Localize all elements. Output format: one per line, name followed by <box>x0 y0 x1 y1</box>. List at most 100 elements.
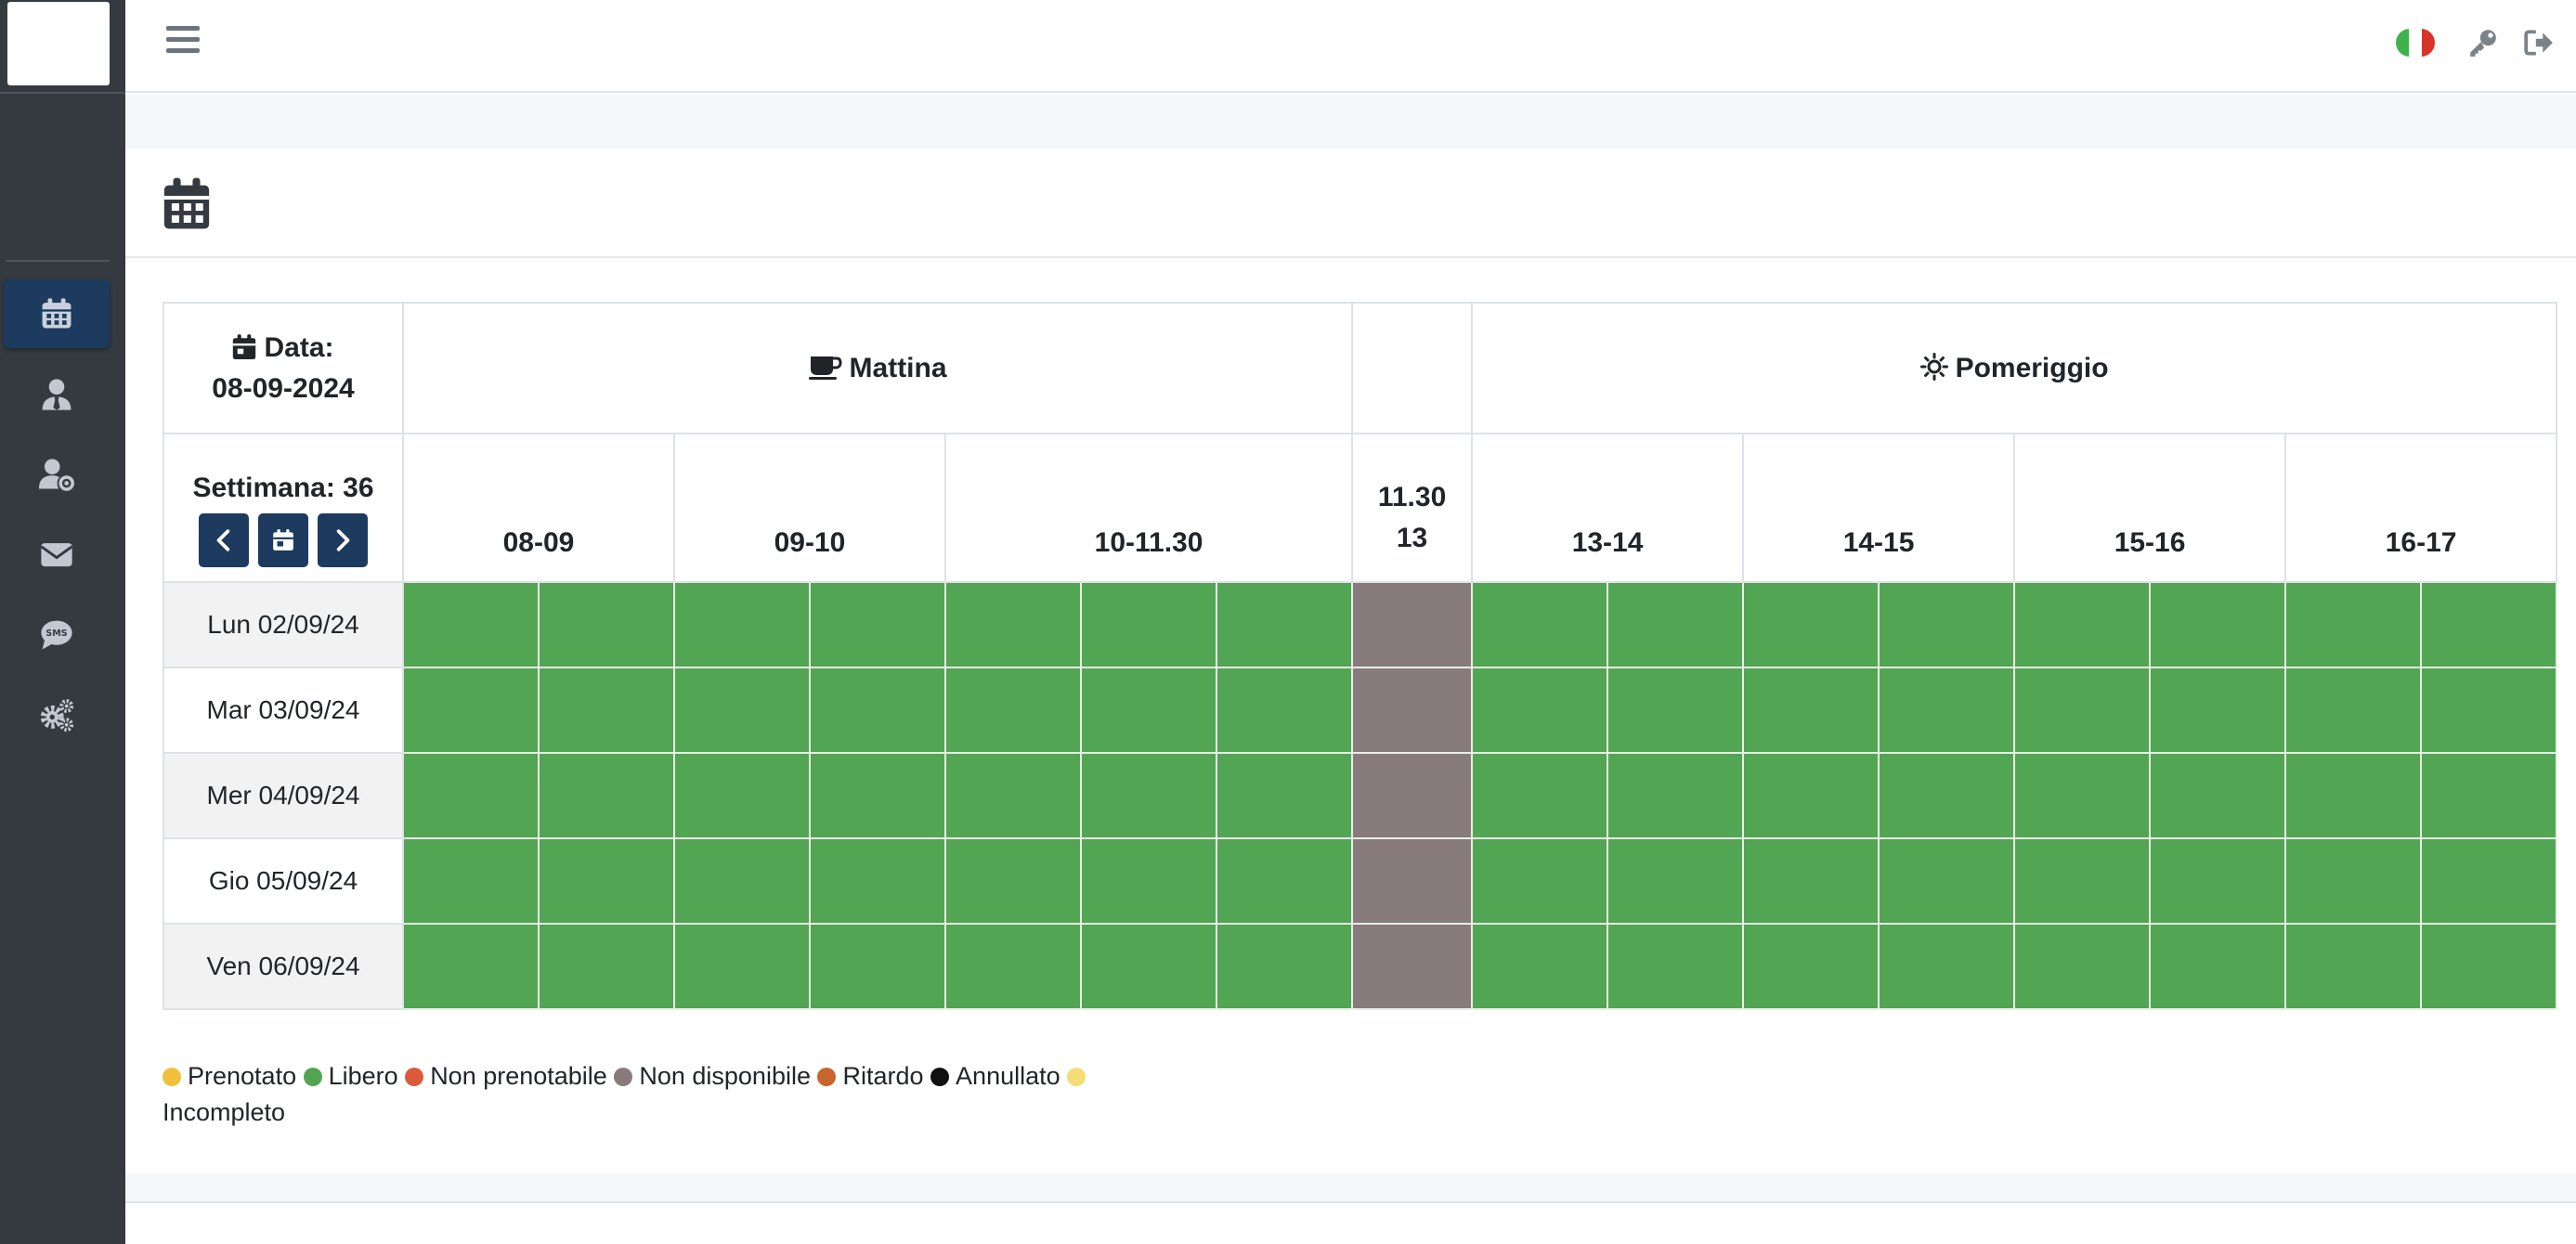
slot-cell-free[interactable] <box>944 581 1082 668</box>
slot-cell-free[interactable] <box>1215 752 1354 839</box>
slot-cell-free[interactable] <box>2013 667 2152 754</box>
slot-cell-free[interactable] <box>2013 581 2152 668</box>
slot-cell-free[interactable] <box>1742 667 1880 754</box>
slot-cell-free[interactable] <box>1742 752 1880 839</box>
slot-cell-free[interactable] <box>809 667 946 754</box>
slot-cell-free[interactable] <box>1607 581 1745 668</box>
slot-cell-free[interactable] <box>538 752 675 839</box>
sidebar-item-calendar[interactable] <box>4 279 110 348</box>
slot-cell-free[interactable] <box>402 581 540 668</box>
slot-cell-free[interactable] <box>673 923 811 1010</box>
slot-cell-free[interactable] <box>1878 837 2016 925</box>
slot-cell-free[interactable] <box>1215 923 1354 1010</box>
slot-cell-free[interactable] <box>402 667 540 754</box>
slot-cell-free[interactable] <box>673 752 811 839</box>
slot-cell-free[interactable] <box>1215 581 1354 668</box>
slot-cell-unavailable[interactable] <box>1351 923 1474 1010</box>
language-flag-it[interactable] <box>2396 29 2435 57</box>
day-row: Mar 03/09/24 <box>163 667 2558 754</box>
sign-out-icon[interactable] <box>2520 24 2557 61</box>
slot-cell-free[interactable] <box>944 752 1082 839</box>
slot-cell-free[interactable] <box>673 837 811 925</box>
slot-cell-free[interactable] <box>1742 923 1880 1010</box>
slot-cell-free[interactable] <box>1878 923 2016 1010</box>
key-icon[interactable] <box>2465 24 2502 61</box>
hamburger-icon[interactable] <box>166 26 200 54</box>
sidebar-item-messages[interactable] <box>4 520 110 589</box>
slot-cell-free[interactable] <box>673 581 811 668</box>
slot-cell-free[interactable] <box>2284 752 2423 839</box>
slot-cell-free[interactable] <box>2420 667 2558 754</box>
slot-cell-free[interactable] <box>1080 752 1217 839</box>
slot-cell-free[interactable] <box>1215 837 1354 925</box>
slot-cell-free[interactable] <box>538 837 675 925</box>
slot-cell-free[interactable] <box>402 923 540 1010</box>
slot-cell-free[interactable] <box>2284 667 2423 754</box>
slot-cell-unavailable[interactable] <box>1351 837 1474 925</box>
slot-cell-free[interactable] <box>538 923 675 1010</box>
slot-cell-free[interactable] <box>402 752 540 839</box>
slot-cell-free[interactable] <box>1471 581 1609 668</box>
slot-cell-free[interactable] <box>2149 837 2287 925</box>
slot-cell-free[interactable] <box>944 667 1082 754</box>
slot-cell-unavailable[interactable] <box>1351 581 1474 668</box>
slot-cell-free[interactable] <box>2284 837 2423 925</box>
slot-cell-unavailable[interactable] <box>1351 667 1474 754</box>
slot-cell-free[interactable] <box>2013 752 2152 839</box>
slot-cell-free[interactable] <box>2149 581 2287 668</box>
slot-cell-free[interactable] <box>1607 923 1745 1010</box>
sidebar-item-sms[interactable]: SMS <box>4 601 110 669</box>
slot-cell-free[interactable] <box>1471 837 1609 925</box>
day-label: Ven 06/09/24 <box>163 923 404 1010</box>
slot-cell-free[interactable] <box>1080 581 1217 668</box>
slot-cell-free[interactable] <box>944 837 1082 925</box>
slot-cell-free[interactable] <box>2420 923 2558 1010</box>
slot-cell-free[interactable] <box>2420 837 2558 925</box>
slot-cell-free[interactable] <box>402 837 540 925</box>
slot-cell-free[interactable] <box>809 752 946 839</box>
pick-date-button[interactable] <box>258 513 308 567</box>
slot-cell-free[interactable] <box>2284 581 2423 668</box>
slot-cell-free[interactable] <box>1607 837 1745 925</box>
slot-cell-free[interactable] <box>1878 667 2016 754</box>
slot-cell-free[interactable] <box>1080 923 1217 1010</box>
slot-cell-free[interactable] <box>1742 581 1880 668</box>
slot-cell-free[interactable] <box>809 837 946 925</box>
next-week-button[interactable] <box>318 513 368 567</box>
slot-cell-free[interactable] <box>1080 837 1217 925</box>
slot-cell-free[interactable] <box>1215 667 1354 754</box>
slot-cell-free[interactable] <box>944 923 1082 1010</box>
slot-cell-free[interactable] <box>1471 667 1609 754</box>
slot-cell-free[interactable] <box>1471 752 1609 839</box>
sidebar-item-user-settings[interactable] <box>4 440 110 509</box>
slot-cell-free[interactable] <box>2284 923 2423 1010</box>
slot-cell-free[interactable] <box>673 667 811 754</box>
slot-cell-free[interactable] <box>538 581 675 668</box>
slot-cell-free[interactable] <box>809 923 946 1010</box>
sidebar-item-operators[interactable] <box>4 360 110 429</box>
slot-cell-free[interactable] <box>2013 837 2152 925</box>
slot-cell-free[interactable] <box>1878 581 2016 668</box>
slot-cell-free[interactable] <box>1878 752 2016 839</box>
legend-label: Ritardo <box>842 1062 924 1090</box>
legend-dot <box>1067 1068 1086 1086</box>
slot-cell-free[interactable] <box>1742 837 1880 925</box>
slot-cell-free[interactable] <box>2149 752 2287 839</box>
slot-cell-free[interactable] <box>809 581 946 668</box>
slot-cell-free[interactable] <box>1607 752 1745 839</box>
slot-cell-free[interactable] <box>2013 923 2152 1010</box>
slot-cell-free[interactable] <box>2420 752 2558 839</box>
chevron-left-icon <box>216 529 230 551</box>
slot-cell-unavailable[interactable] <box>1351 752 1474 839</box>
slot-cell-free[interactable] <box>1080 667 1217 754</box>
slot-cell-free[interactable] <box>1471 923 1609 1010</box>
slot-cell-free[interactable] <box>2420 581 2558 668</box>
slot-cell-free[interactable] <box>2149 923 2287 1010</box>
sidebar: SMS <box>0 0 125 1244</box>
slot-cell-free[interactable] <box>2149 667 2287 754</box>
previous-week-button[interactable] <box>199 513 249 567</box>
sidebar-item-settings[interactable] <box>4 680 110 749</box>
slot-cell-free[interactable] <box>1607 667 1745 754</box>
logo[interactable] <box>7 2 110 85</box>
slot-cell-free[interactable] <box>538 667 675 754</box>
